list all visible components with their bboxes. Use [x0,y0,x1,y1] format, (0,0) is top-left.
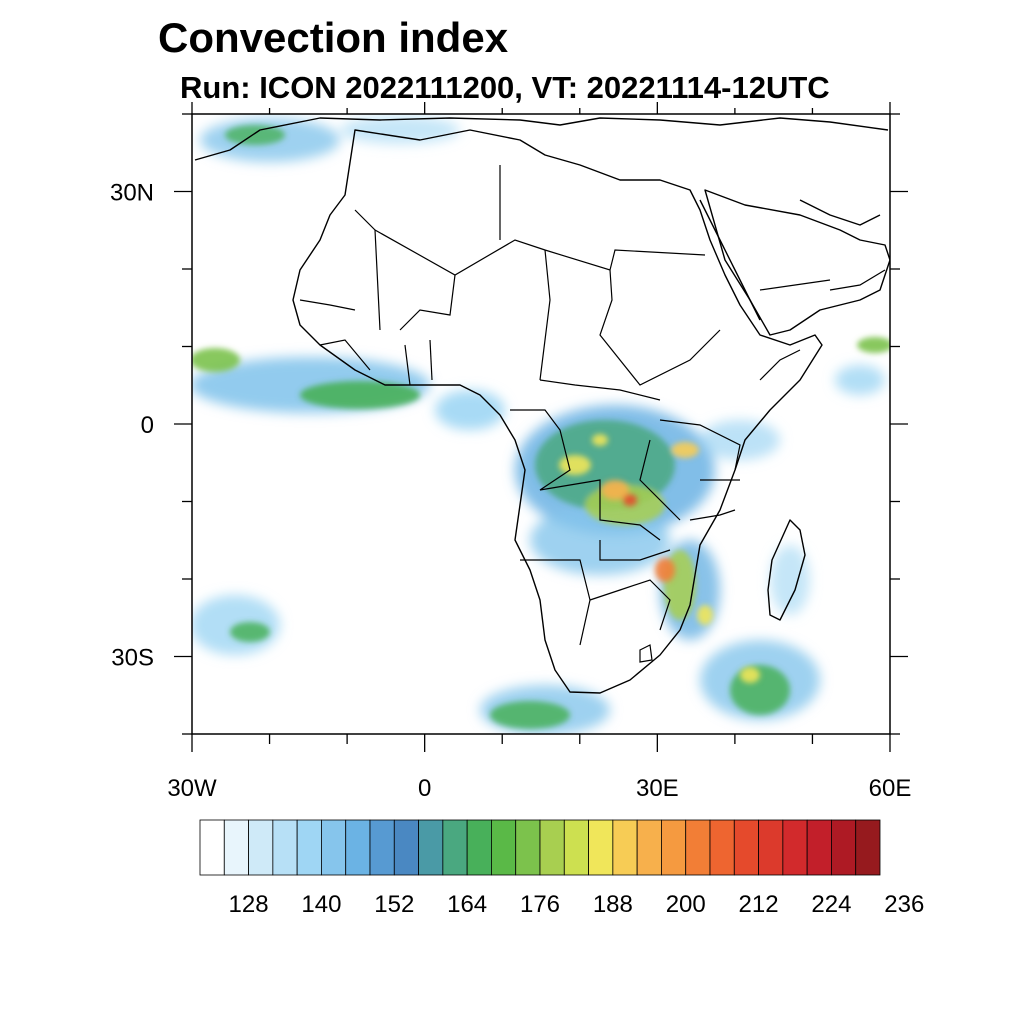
convection-core-north [225,125,285,145]
convection-core-arabian-sea [857,337,890,353]
country-borders [299,165,886,663]
convection-max-3 [623,494,637,506]
convection-max-4 [671,442,699,458]
lon-tick-label: 30W [167,775,217,802]
africa-coastline [292,129,823,694]
lat-tick-label: 0 [141,412,154,439]
convection-max-8 [592,434,608,446]
lat-tick-label: 30N [110,180,154,207]
convection-area-guinea [435,390,505,430]
convection-area-arabian-sea [835,365,885,395]
mediterranean-north-coast [194,117,889,161]
axis-tick-labels: 30W 0 30E 60E 30N 0 30S [110,180,911,803]
lat-tick-label: 30S [111,645,154,672]
convection-core-itcz-east [300,381,420,409]
convection-area-east-africa [700,420,780,460]
coastlines [194,117,890,694]
convection-max-2 [601,480,629,500]
convection-field [192,116,885,734]
madagascar-coastline [767,519,806,621]
plot-frame [191,113,891,735]
convection-max-1 [559,455,591,475]
convection-area-madagascar [770,545,810,615]
lon-tick-label: 0 [418,775,431,802]
red-sea-line [699,199,761,321]
convection-max-7 [740,667,760,683]
plot-title: Convection index [158,14,509,61]
persian-gulf-line [799,199,881,226]
convection-core-southwest [490,701,570,729]
lon-tick-label: 60E [869,775,912,802]
convection-core-southeast [730,665,790,715]
convection-core-south-atlantic [230,622,270,642]
convection-core-itcz-west [192,348,240,372]
convection-max-5 [655,558,675,582]
lon-tick-label: 30E [636,775,679,802]
axis-ticks [174,102,908,752]
plot-subtitle: Run: ICON 2022111200, VT: 20221114-12UTC [180,70,830,105]
convection-max-6 [697,605,713,625]
convection-area-north-ridge [340,116,460,144]
convection-area-south-atlantic [192,595,280,655]
arabian-peninsula-coastline [704,189,890,336]
